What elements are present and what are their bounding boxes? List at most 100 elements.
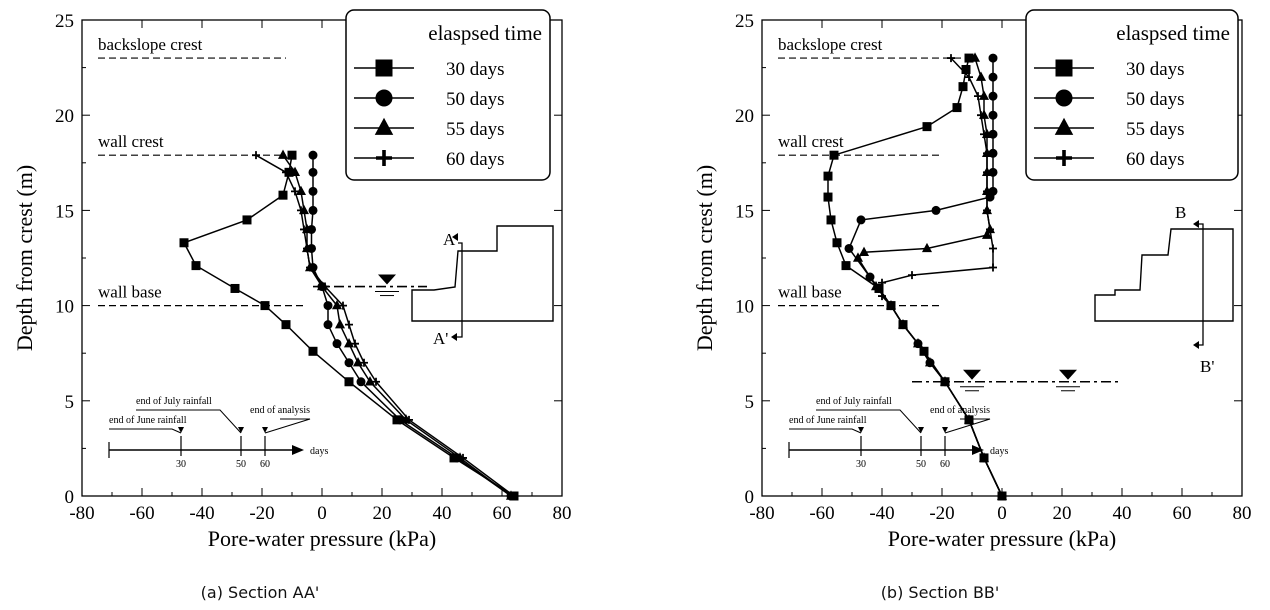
data-point: [870, 280, 882, 291]
reference-label: backslope crest: [778, 35, 883, 54]
data-point: [360, 358, 368, 367]
legend-entry: 50 days: [1126, 89, 1185, 110]
data-point: [823, 171, 833, 181]
timeline-arrow: [292, 445, 304, 455]
legend-box: [345, 9, 551, 181]
data-point: [988, 72, 998, 82]
timeline-leader: [944, 418, 991, 434]
data-point: [252, 151, 260, 160]
data-point: [339, 301, 347, 310]
data-point: [878, 292, 886, 301]
legend-entry: 30 days: [446, 59, 505, 80]
x-tick-label: -60: [809, 503, 834, 524]
x-tick-label: 20: [373, 503, 392, 524]
x-tick-label: 40: [433, 503, 452, 524]
y-axis-label: Depth from crest (m): [692, 165, 717, 351]
timeline-leader: [136, 409, 242, 434]
data-point: [952, 103, 962, 113]
timeline-leader-arrow: [262, 427, 268, 433]
timeline-tick-label: 60: [260, 459, 270, 470]
x-tick-label: 20: [1053, 503, 1072, 524]
data-point: [323, 301, 333, 311]
x-tick-label: 60: [493, 503, 512, 524]
timeline-leader-arrow: [238, 427, 244, 433]
data-point: [922, 122, 932, 132]
data-point: [981, 229, 993, 239]
y-tick-label: 5: [65, 392, 75, 413]
timeline-unit: days: [310, 446, 328, 457]
y-tick-label: 20: [55, 106, 74, 127]
data-point: [983, 206, 991, 215]
y-tick-label: 15: [735, 201, 754, 222]
data-point: [878, 278, 886, 287]
reference-label: wall base: [778, 283, 842, 302]
legend: elaspsed time 30 days 50 days 55 days 60 day…: [345, 9, 551, 181]
legend-entry: 30 days: [1126, 59, 1185, 80]
legend-title: elaspsed time: [428, 21, 542, 45]
data-point: [303, 244, 311, 253]
x-tick-label: 40: [1113, 503, 1132, 524]
timeline-tick-label: 50: [236, 459, 246, 470]
data-point: [278, 190, 288, 200]
timeline-unit: days: [990, 446, 1008, 457]
data-point: [980, 453, 988, 462]
reference-label: wall crest: [98, 132, 164, 151]
section-mark-top: A: [443, 230, 456, 249]
data-point: [191, 261, 201, 271]
data-point: [983, 149, 991, 158]
data-point: [277, 149, 289, 159]
data-point: [852, 252, 864, 262]
timeline-event-label: end of June rainfall: [109, 415, 187, 426]
x-tick-label: -40: [189, 503, 214, 524]
data-point: [1055, 59, 1073, 77]
data-point: [321, 282, 329, 291]
wall-section-sketch-icon: B B': [1094, 203, 1234, 376]
data-point: [908, 271, 916, 280]
reference-label: backslope crest: [98, 35, 203, 54]
data-point: [376, 150, 392, 166]
y-tick-label: 0: [65, 487, 75, 508]
data-point: [958, 82, 968, 92]
y-tick-label: 15: [55, 201, 74, 222]
data-point: [998, 492, 1006, 500]
data-point: [823, 192, 833, 202]
y-tick-label: 25: [55, 11, 74, 32]
section-mark-bottom: B': [1200, 357, 1214, 376]
data-point: [829, 150, 839, 160]
data-point: [989, 244, 997, 253]
x-tick-label: -20: [929, 503, 954, 524]
timeline-leader-arrow: [918, 427, 924, 433]
data-point: [308, 346, 318, 356]
timeline-leader: [816, 409, 922, 434]
timeline-inset: days 30 50 60 end of June rainfall end of Jul…: [108, 396, 328, 470]
x-axis-label: Pore-water pressure (kPa): [208, 526, 436, 551]
reference-label: wall crest: [778, 132, 844, 151]
series-line: [881, 57, 1003, 497]
series-square: [823, 53, 1007, 501]
x-tick-label: 80: [1233, 503, 1252, 524]
water-table-triangle: [378, 274, 396, 285]
data-point: [986, 225, 994, 234]
data-point: [375, 89, 393, 107]
section-arrow: [1193, 220, 1199, 228]
legend-box: [1025, 9, 1239, 181]
data-point: [983, 168, 991, 177]
y-axis-label: Depth from crest (m): [12, 165, 37, 351]
data-point: [899, 320, 907, 329]
data-point: [405, 415, 413, 424]
data-point: [969, 52, 981, 62]
timeline-event-label: end of June rainfall: [789, 415, 867, 426]
section-arrow: [451, 333, 457, 341]
data-point: [351, 339, 359, 348]
x-tick-label: 0: [317, 503, 327, 524]
data-point: [844, 243, 854, 253]
data-point: [308, 167, 318, 177]
timeline-event-label: end of July rainfall: [816, 396, 892, 407]
data-point: [356, 377, 366, 387]
data-point: [332, 339, 342, 349]
wall-outline: [411, 225, 554, 322]
data-point: [832, 238, 842, 248]
timeline-tick-label: 30: [176, 459, 186, 470]
data-point: [988, 91, 998, 101]
data-point: [989, 263, 997, 272]
